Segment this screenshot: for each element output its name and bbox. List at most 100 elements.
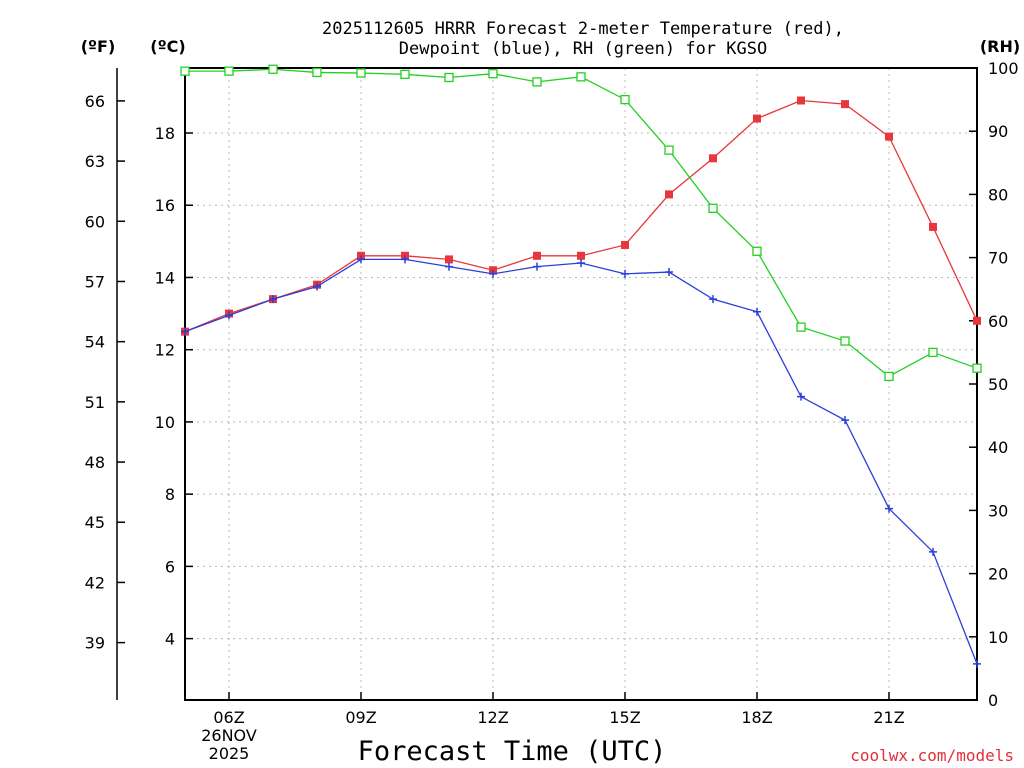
fahrenheit-tick-label-1: 42 (85, 573, 105, 592)
fahrenheit-tick-label-8: 63 (85, 152, 105, 171)
time-tick-label-1-0: 09Z (345, 708, 376, 727)
series-line-dewpoint (184, 258, 978, 665)
point-dewpoint-0 (181, 327, 189, 336)
point-temperature-10 (621, 240, 629, 249)
point-dewpoint-4 (357, 255, 365, 264)
rh-tick-label-8: 80 (988, 185, 1008, 204)
point-dewpoint-8 (533, 262, 541, 271)
point-temperature-18 (973, 316, 981, 325)
rh-tick-label-0: 0 (988, 691, 998, 710)
point-rh-6 (444, 72, 454, 83)
time-tick-label-0-1: 26NOV (201, 726, 257, 745)
celsius-axis: 4 6 8 10 12 14 16 18 (155, 124, 193, 649)
celsius-tick-label-7: 18 (155, 124, 175, 143)
fahrenheit-axis: 39 42 45 48 51 54 57 60 63 66 (85, 92, 125, 653)
point-rh-17 (928, 347, 938, 358)
rh-tick-label-10: 100 (988, 59, 1019, 78)
celsius-tick-label-0: 4 (165, 630, 175, 649)
point-dewpoint-15 (841, 416, 849, 425)
rh-tick-label-4: 40 (988, 438, 1008, 457)
series-temperature (181, 96, 981, 336)
point-temperature-15 (841, 100, 849, 109)
rh-tick-label-7: 70 (988, 249, 1008, 268)
time-tick-label-0-2: 2025 (209, 744, 250, 763)
point-dewpoint-7 (489, 269, 497, 278)
point-rh-5 (400, 69, 410, 79)
fahrenheit-tick-label-0: 39 (85, 634, 105, 653)
fahrenheit-tick-label-2: 45 (85, 513, 105, 532)
fahrenheit-tick-label-9: 66 (85, 92, 105, 111)
point-dewpoint-16 (885, 504, 893, 513)
fahrenheit-unit-label: (ºF) (81, 37, 116, 56)
series-layer (180, 64, 982, 668)
point-dewpoint-3 (313, 282, 321, 291)
celsius-tick-label-6: 16 (155, 196, 175, 215)
time-tick-label-3-0: 15Z (609, 708, 640, 727)
point-dewpoint-13 (753, 307, 761, 316)
point-dewpoint-14 (797, 392, 805, 401)
point-temperature-8 (533, 251, 541, 260)
point-temperature-9 (577, 251, 585, 260)
point-temperature-14 (797, 96, 805, 105)
point-temperature-17 (929, 222, 937, 231)
point-dewpoint-12 (709, 295, 717, 304)
point-dewpoint-1 (225, 311, 233, 320)
celsius-unit-label: (ºC) (150, 37, 185, 56)
rh-tick-label-2: 20 (988, 565, 1008, 584)
grid-lines (185, 68, 977, 700)
fahrenheit-tick-label-6: 57 (85, 272, 105, 291)
point-rh-18 (972, 363, 982, 373)
point-dewpoint-6 (445, 262, 453, 271)
time-tick-label-5-0: 21Z (873, 708, 904, 727)
time-tick-label-0-0: 06Z (213, 708, 244, 727)
point-rh-9 (576, 72, 586, 82)
series-rh (180, 64, 982, 382)
series-line-temperature (184, 99, 978, 333)
point-rh-1 (224, 66, 234, 76)
fahrenheit-tick-label-4: 51 (85, 393, 105, 412)
point-rh-3 (312, 67, 322, 78)
point-rh-8 (532, 77, 542, 87)
point-rh-14 (796, 322, 806, 332)
celsius-tick-label-5: 14 (155, 268, 175, 287)
point-rh-15 (840, 336, 850, 346)
series-line-rh (185, 68, 978, 378)
fahrenheit-tick-label-3: 48 (85, 453, 105, 472)
point-rh-12 (708, 203, 718, 213)
rh-tick-label-9: 90 (988, 122, 1008, 141)
point-rh-0 (180, 66, 190, 76)
rh-tick-label-3: 30 (988, 501, 1008, 520)
rh-unit-label: (RH) (980, 37, 1020, 56)
time-tick-label-2-0: 12Z (477, 708, 508, 727)
point-dewpoint-10 (621, 269, 629, 278)
point-rh-2 (268, 64, 278, 74)
x-axis-label: Forecast Time (UTC) (358, 736, 667, 767)
rh-axis: 0 10 20 30 40 50 60 70 80 90 100 (969, 59, 1019, 710)
fahrenheit-tick-label-7: 60 (85, 212, 105, 231)
point-dewpoint-9 (577, 259, 585, 268)
point-dewpoint-2 (269, 295, 277, 304)
celsius-tick-label-4: 12 (155, 341, 175, 360)
chart-title-line-2: Dewpoint (blue), RH (green) for KGSO (399, 39, 767, 59)
point-rh-4 (356, 68, 366, 78)
celsius-tick-label-3: 10 (155, 413, 175, 432)
point-dewpoint-17 (929, 547, 937, 556)
point-dewpoint-18 (973, 659, 981, 668)
point-rh-10 (620, 94, 630, 105)
series-dewpoint (181, 255, 981, 668)
rh-tick-label-1: 10 (988, 628, 1008, 647)
celsius-tick-label-2: 8 (165, 485, 175, 504)
time-tick-label-4-0: 18Z (741, 708, 772, 727)
plot-frame (184, 67, 978, 701)
celsius-tick-label-1: 6 (165, 557, 175, 576)
point-temperature-6 (445, 255, 453, 264)
point-rh-7 (488, 69, 498, 79)
point-dewpoint-5 (401, 255, 409, 264)
fahrenheit-tick-label-5: 54 (85, 333, 105, 352)
point-temperature-12 (709, 154, 717, 163)
point-dewpoint-11 (665, 268, 673, 277)
point-rh-13 (752, 246, 762, 256)
point-temperature-11 (665, 190, 673, 199)
